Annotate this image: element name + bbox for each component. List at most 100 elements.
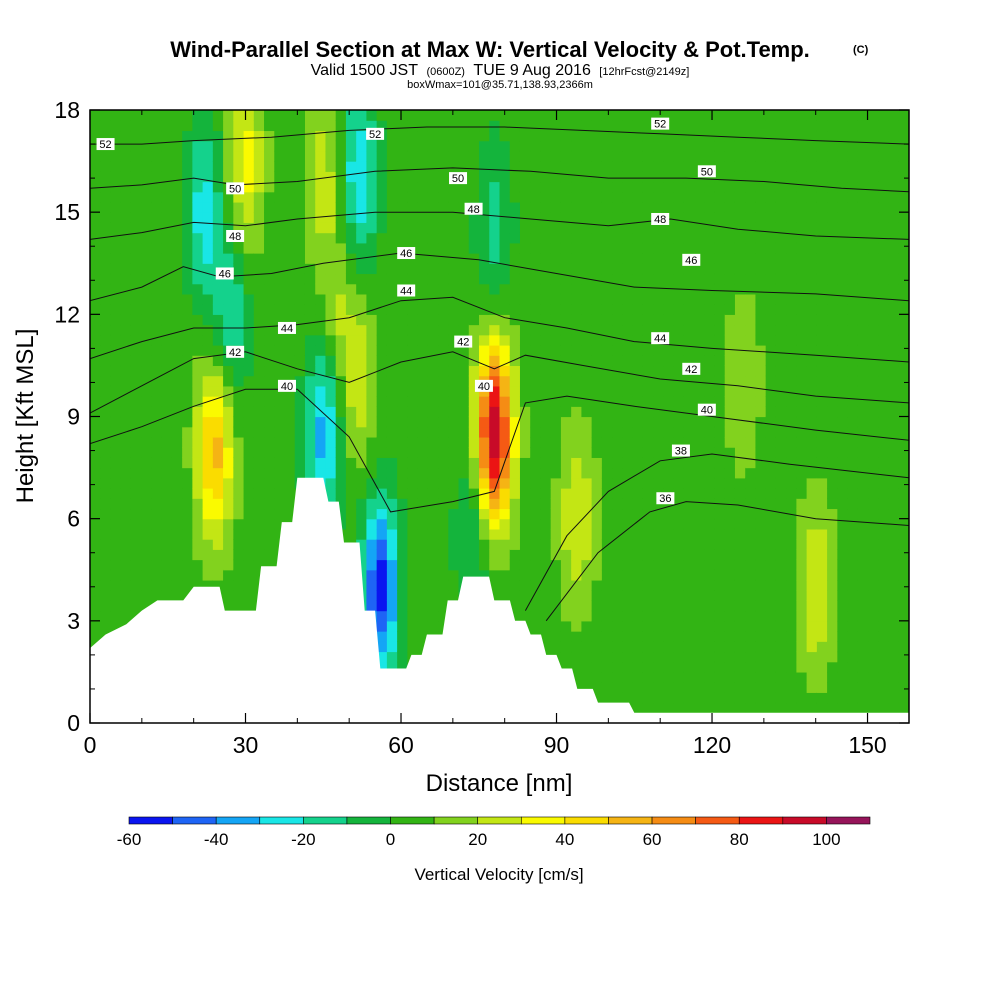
w-cell [366,355,378,367]
w-cell [274,191,286,203]
w-cell [356,344,368,356]
w-cell [642,273,654,285]
w-cell [591,161,603,172]
valid-prefix: Valid 1500 JST [311,62,419,79]
w-cell [581,253,593,264]
w-cell [878,610,890,622]
w-cell [632,436,644,448]
w-cell [161,110,173,121]
w-cell [765,242,777,254]
w-cell [653,631,664,642]
w-cell [694,385,705,397]
w-cell [294,181,306,193]
w-cell [499,273,511,285]
w-cell [581,579,593,591]
w-cell [560,426,572,438]
w-cell [325,130,337,142]
w-cell [632,641,644,653]
w-cell [571,253,582,264]
w-cell [499,426,511,438]
w-cell [571,273,582,285]
w-cell [264,120,275,132]
w-cell [366,559,378,571]
w-cell [816,396,828,407]
w-cell [468,426,480,438]
colorbar-swatch [303,816,348,825]
w-cell [366,283,378,295]
w-cell [171,396,183,407]
w-cell [868,477,879,489]
w-cell [499,232,511,244]
w-cell [816,222,828,234]
w-cell [264,467,275,479]
w-cell [212,314,224,326]
w-cell [479,355,490,367]
w-cell [315,263,327,275]
w-cell [253,304,265,315]
w-cell [550,457,562,469]
w-cell [857,181,869,193]
w-cell [448,242,460,254]
w-cell [171,344,183,356]
w-cell [714,171,726,183]
w-cell [694,620,705,632]
w-cell [827,385,838,397]
w-cell [550,344,562,356]
w-cell [612,253,623,264]
w-cell [345,232,357,244]
w-cell [816,130,828,142]
w-cell [898,171,909,183]
w-cell [141,539,153,550]
w-cell [581,120,593,132]
svg-text:42: 42 [229,347,241,359]
w-cell [110,528,122,540]
w-cell [816,518,828,530]
w-cell [315,447,327,458]
w-cell [479,140,490,152]
w-cell [345,120,357,132]
w-cell [878,120,890,132]
w-cell [765,314,777,326]
w-cell [315,457,327,469]
w-cell [642,334,654,346]
w-cell [120,283,132,295]
w-cell [304,416,316,428]
w-cell [724,171,736,183]
w-cell [427,355,439,367]
w-cell [386,610,398,622]
w-cell [591,590,603,601]
isentrope-label: 52 [96,138,115,151]
w-cell [202,334,214,346]
w-cell [489,273,501,285]
w-cell [734,651,746,663]
w-cell [253,324,265,336]
w-cell [100,283,112,295]
w-cell [141,508,153,520]
w-cell [233,140,245,152]
w-cell [386,375,398,387]
w-cell [100,579,112,591]
w-cell [868,559,879,571]
w-cell [755,620,767,632]
isentrope-label: 42 [454,335,473,349]
w-cell [755,171,767,183]
w-cell [540,191,552,203]
w-cell [468,253,480,264]
w-cell [775,242,787,254]
w-cell [724,120,736,132]
w-cell [223,314,234,326]
w-cell [755,344,767,356]
w-cell [571,110,582,121]
w-cell [806,324,818,336]
w-cell [540,110,552,121]
w-cell [212,385,224,397]
w-cell [376,344,388,356]
w-cell [622,436,634,448]
w-cell [755,508,767,520]
w-cell [898,222,909,234]
w-cell [171,559,183,571]
w-cell [612,201,623,213]
w-cell [489,467,501,479]
w-cell [468,549,480,561]
w-cell [806,191,818,203]
